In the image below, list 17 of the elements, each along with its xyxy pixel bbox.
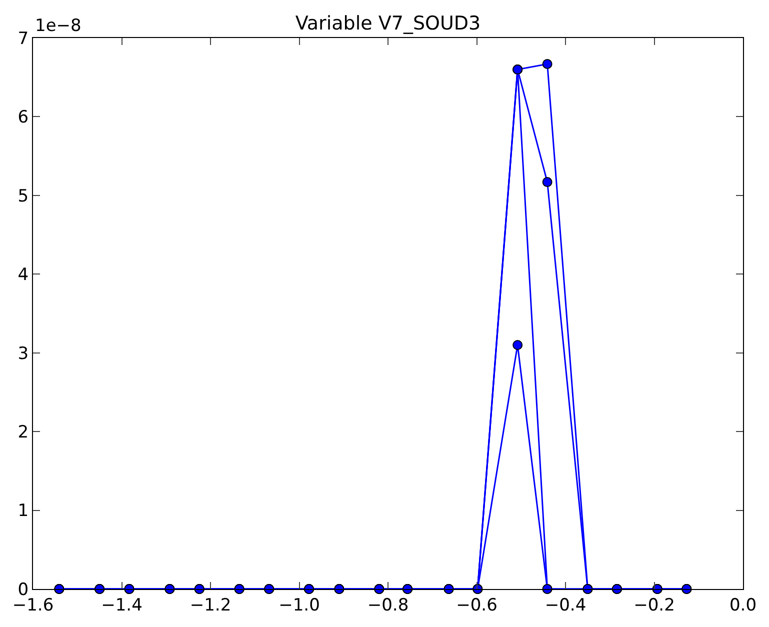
y-tick-label: 3: [18, 344, 29, 364]
x-tick-label: −1.0: [278, 595, 320, 616]
x-tick-label: −0.8: [367, 595, 409, 616]
y-tick-label: 2: [18, 422, 29, 443]
y-tick-label: 4: [18, 265, 29, 286]
y-tick-label: 7: [18, 28, 29, 49]
y-tick-label: 5: [18, 186, 29, 206]
text: 1e−8: [35, 16, 82, 36]
x-tick-label: 0.0: [729, 595, 757, 616]
chart-title: Variable V7_SOUD3: [295, 12, 481, 34]
x-tick-label: −0.4: [544, 595, 586, 616]
x-tick-label: −0.6: [456, 595, 498, 616]
y-tick-label: 1: [18, 501, 29, 522]
x-tick-label: −0.2: [634, 595, 675, 616]
y-tick-label: 6: [18, 108, 29, 128]
x-tick-label: −1.4: [101, 595, 142, 616]
x-tick-label: −1.2: [190, 595, 232, 616]
